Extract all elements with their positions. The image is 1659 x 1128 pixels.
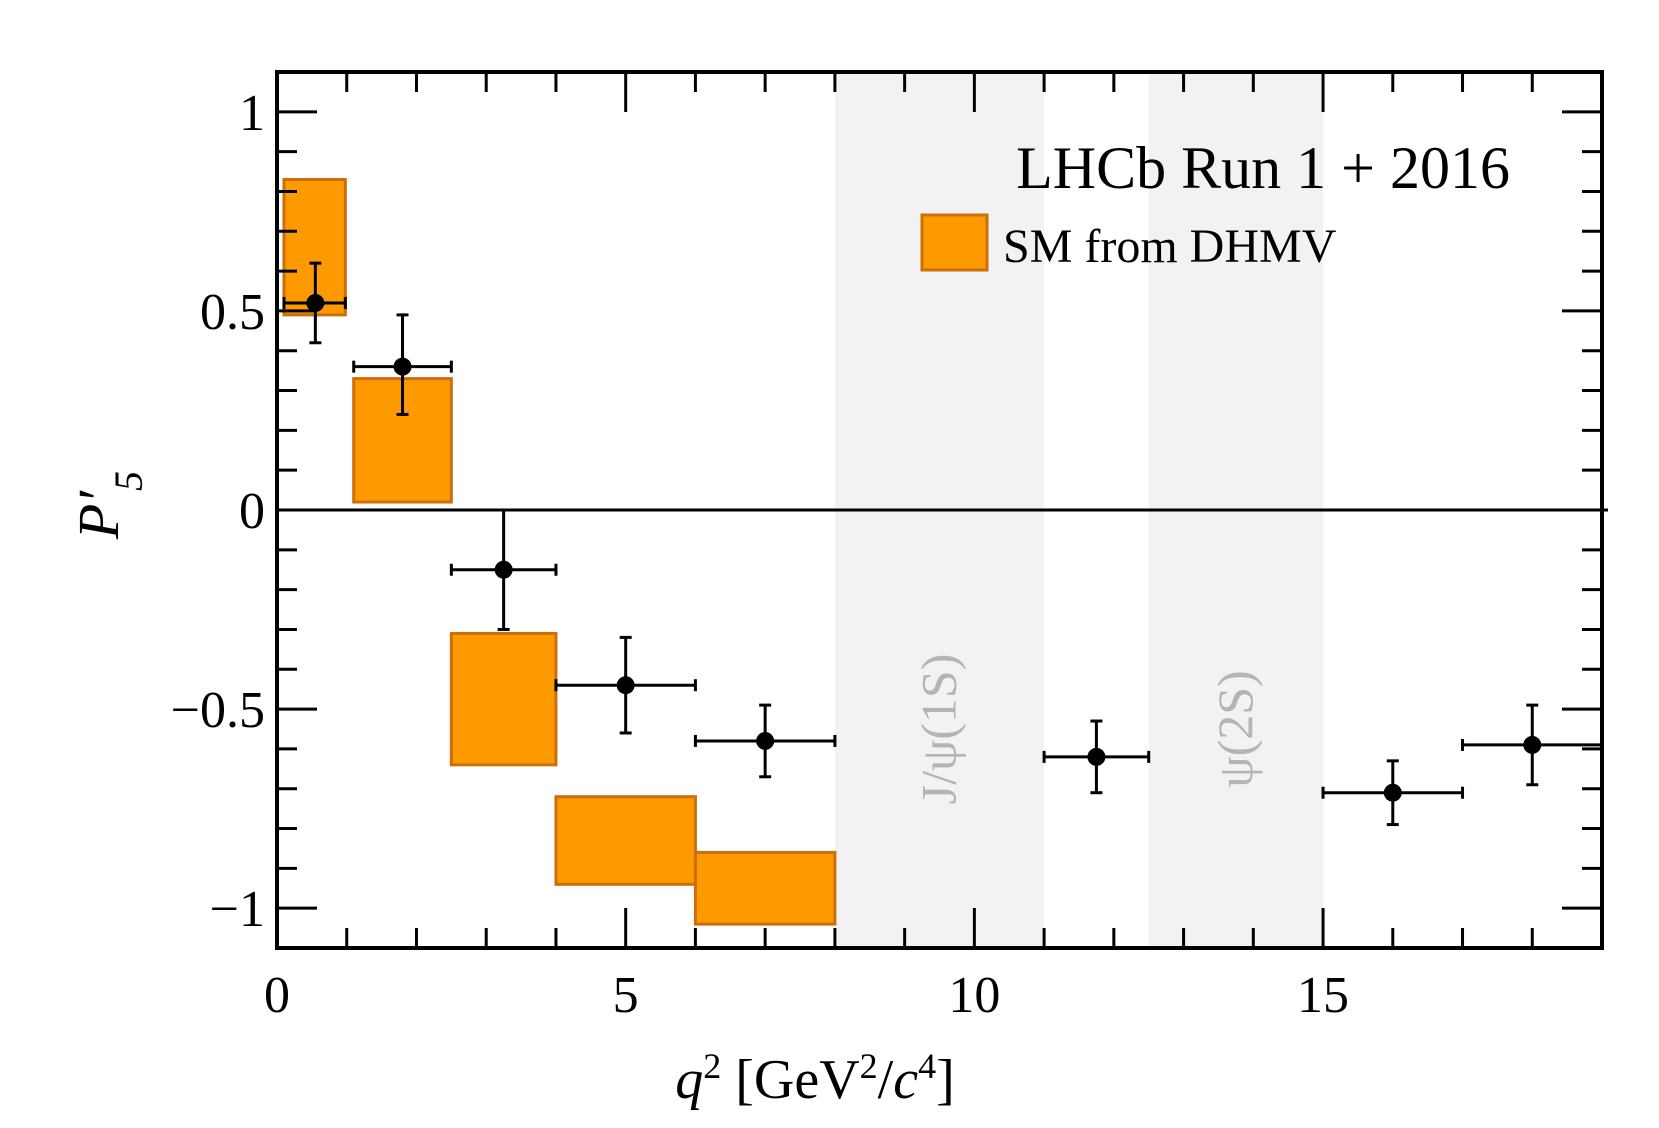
x-tick-label: 15 [1297, 967, 1349, 1024]
measurement-5 [693, 703, 837, 779]
data-point [1383, 783, 1402, 802]
measurement-4 [554, 635, 697, 735]
y-tick-label: −1 [210, 881, 265, 938]
sm-box-4 [554, 795, 697, 886]
data-point [756, 731, 775, 750]
legend-title: LHCb Run 1 + 2016 [1016, 135, 1510, 201]
sm-box-5 [693, 850, 837, 926]
measurement-8 [1461, 703, 1604, 787]
axis-tick-labels: 0 5 10 15 −1 −0.5 0 0.5 1 [171, 85, 1349, 1024]
legend: LHCb Run 1 + 2016 SM from DHMV [920, 135, 1510, 273]
y-tick-label: 1 [239, 85, 265, 142]
measurement-7 [1321, 759, 1465, 827]
measurement-2 [352, 313, 453, 416]
axis-ticks [275, 70, 1604, 950]
y-tick-label: −0.5 [171, 682, 265, 739]
measurement-3 [449, 508, 558, 631]
vetoed-region-label-1: J/ψ(1S) [911, 654, 967, 805]
measurement-6 [1042, 719, 1151, 795]
data-point [306, 293, 325, 312]
data-point [1523, 735, 1542, 754]
x-tick-label: 10 [948, 967, 1000, 1024]
y-tick-label: 0.5 [200, 284, 265, 341]
sm-prediction-boxes [282, 178, 837, 926]
sm-box-3 [449, 631, 558, 767]
legend-sm-swatch [920, 213, 989, 272]
measurement-1 [282, 261, 347, 345]
x-axis-title: q2 [GeV2/c4] [675, 1046, 954, 1111]
legend-sm-label: SM from DHMV [1003, 220, 1337, 273]
y-axis-title: P′5 [66, 471, 151, 540]
measurement-points [282, 261, 1604, 827]
vetoed-region-labels: J/ψ(1S) ψ(2S) [911, 654, 1263, 805]
y-tick-label: 0 [239, 483, 265, 540]
data-point [393, 357, 412, 376]
x-tick-label: 0 [264, 967, 290, 1024]
vetoed-region-label-2: ψ(2S) [1207, 670, 1263, 787]
data-point [1087, 747, 1106, 766]
data-point [494, 560, 513, 579]
data-point [616, 676, 635, 695]
x-tick-label: 5 [613, 967, 639, 1024]
